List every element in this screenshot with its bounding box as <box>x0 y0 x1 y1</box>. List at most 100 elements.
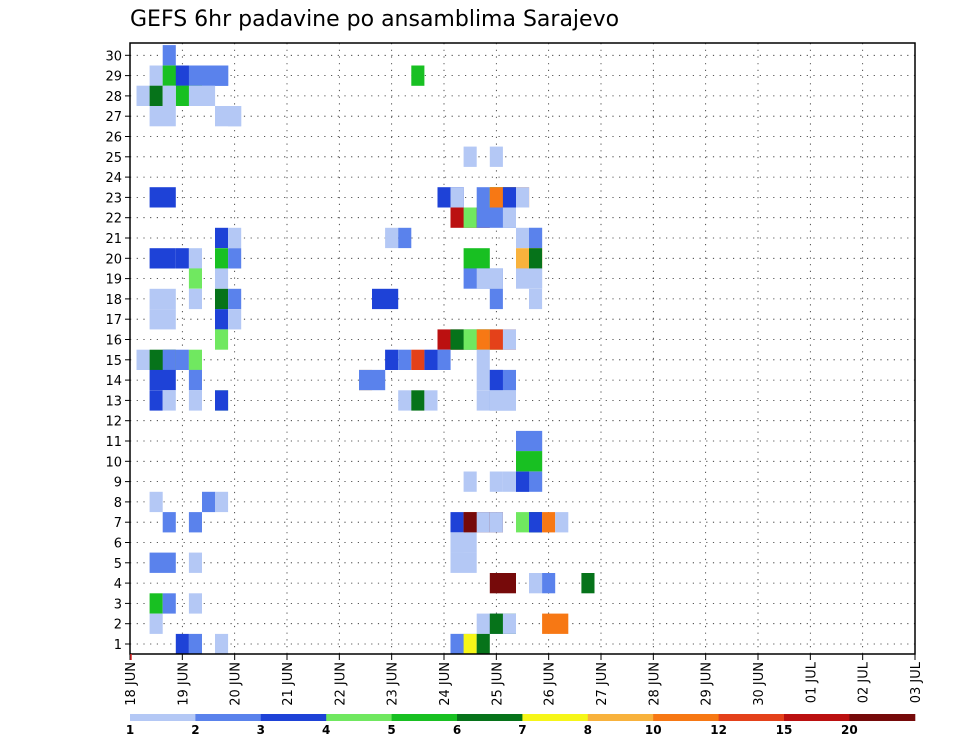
heatmap-cell <box>228 309 242 330</box>
heatmap-cell <box>502 471 516 492</box>
colorbar-swatch <box>587 714 654 721</box>
heatmap-cell <box>463 207 477 228</box>
heatmap-cell <box>502 613 516 634</box>
heatmap-cell <box>202 491 216 513</box>
x-tick-label: 24 JUN <box>438 662 453 706</box>
y-tick-label: 13 <box>105 394 122 409</box>
heatmap-cell <box>542 573 556 594</box>
y-tick-label: 27 <box>105 110 122 125</box>
colorbar-label: 20 <box>841 723 858 737</box>
heatmap-cell <box>215 248 229 269</box>
plot-frame <box>129 42 916 655</box>
heatmap-cell <box>489 369 503 391</box>
x-tick-label: 27 JUN <box>595 662 610 706</box>
colorbar-label: 4 <box>322 723 330 737</box>
heatmap-cell <box>476 187 490 208</box>
heatmap-cell <box>463 633 477 655</box>
heatmap-cell <box>215 633 229 655</box>
heatmap-cells <box>136 45 595 655</box>
heatmap-cell <box>476 633 490 655</box>
heatmap-cell <box>450 532 477 553</box>
heatmap-cell <box>529 573 543 594</box>
heatmap-cell <box>149 369 176 391</box>
y-tick-label: 1 <box>114 638 122 653</box>
colorbar-swatch <box>784 714 850 721</box>
heatmap-cell <box>162 349 176 370</box>
heatmap-cell <box>202 65 229 86</box>
heatmap-cell <box>162 390 176 411</box>
colorbar-label: 6 <box>453 723 461 737</box>
y-tick-label: 12 <box>105 415 122 430</box>
x-tick-label: 29 JUN <box>700 662 715 706</box>
heatmap-cell <box>450 552 477 573</box>
heatmap-cell <box>188 390 202 411</box>
heatmap-cell <box>476 369 490 391</box>
heatmap-cell <box>489 146 503 167</box>
heatmap-cell <box>188 248 202 269</box>
y-tick-label: 15 <box>105 354 122 369</box>
heatmap-cell <box>516 430 543 452</box>
heatmap-cell <box>188 85 216 106</box>
x-tick-label: 23 JUN <box>386 662 401 706</box>
x-tick-label: 28 JUN <box>647 662 662 706</box>
heatmap-cell <box>188 268 202 289</box>
heatmap-cell <box>516 451 543 472</box>
heatmap-cell <box>476 390 490 411</box>
heatmap-cell <box>385 349 399 370</box>
heatmap-cell <box>502 207 516 228</box>
x-tick-label: 03 JUL <box>909 661 924 703</box>
y-tick-label: 14 <box>105 374 122 389</box>
heatmap-cell <box>463 248 490 269</box>
heatmap-cell <box>516 187 530 208</box>
heatmap-cell <box>542 613 569 634</box>
heatmap-cell <box>581 573 595 594</box>
heatmap-cell <box>149 613 163 634</box>
y-tick-label: 22 <box>105 212 122 227</box>
heatmap-cell <box>228 288 242 310</box>
colorbar-swatch <box>130 714 196 721</box>
heatmap-cell <box>162 512 176 533</box>
colorbar-swatch <box>522 714 589 721</box>
heatmap-cell <box>175 633 189 655</box>
y-tick-label: 5 <box>114 557 122 572</box>
heatmap-cell <box>489 390 516 411</box>
heatmap-cell <box>437 349 451 370</box>
y-tick-label: 26 <box>105 131 122 146</box>
heatmap-cell <box>450 187 464 208</box>
heatmap-cell <box>162 85 176 106</box>
heatmap-cell <box>372 288 399 310</box>
x-tick-label: 19 JUN <box>176 662 191 706</box>
heatmap-cell <box>476 329 490 350</box>
colorbar: 1 2 3 4 5 6 7 8 10 12 15 20 <box>126 714 916 737</box>
y-tick-label: 29 <box>105 70 122 85</box>
heatmap-cell <box>149 248 176 269</box>
y-tick-label: 3 <box>114 597 122 612</box>
heatmap-cell <box>136 349 150 370</box>
heatmap-cell <box>228 106 242 127</box>
grid-lines <box>130 43 915 654</box>
heatmap-cell <box>463 471 477 492</box>
y-tick-label: 24 <box>105 171 122 186</box>
y-tick-label: 2 <box>114 618 122 633</box>
colorbar-swatch <box>391 714 458 721</box>
colorbar-swatch <box>326 714 393 721</box>
colorbar-label: 10 <box>645 723 662 737</box>
y-tick-label: 23 <box>105 191 122 206</box>
colorbar-swatch <box>849 714 916 721</box>
heatmap-cell <box>411 65 425 86</box>
heatmap-cell <box>215 268 229 289</box>
y-tick-label: 11 <box>105 435 122 450</box>
chart-title: GEFS 6hr padavine po ansamblima Sarajevo <box>130 7 619 32</box>
y-tick-label: 21 <box>105 232 122 247</box>
y-tick-label: 8 <box>114 496 122 511</box>
y-tick-label: 6 <box>114 537 122 552</box>
heatmap-cell <box>476 613 490 634</box>
x-axis: 18 JUN 19 JUN 20 JUN 21 JUN 22 JUN 23 JUN 24 J… <box>124 654 924 706</box>
x-tick-label: 18 JUN <box>124 662 139 706</box>
heatmap-cell <box>489 471 503 492</box>
heatmap-cell <box>476 268 503 289</box>
heatmap-cell <box>162 593 176 614</box>
heatmap-cell <box>215 309 229 330</box>
heatmap-cell <box>450 512 464 533</box>
heatmap-cell <box>529 227 543 249</box>
